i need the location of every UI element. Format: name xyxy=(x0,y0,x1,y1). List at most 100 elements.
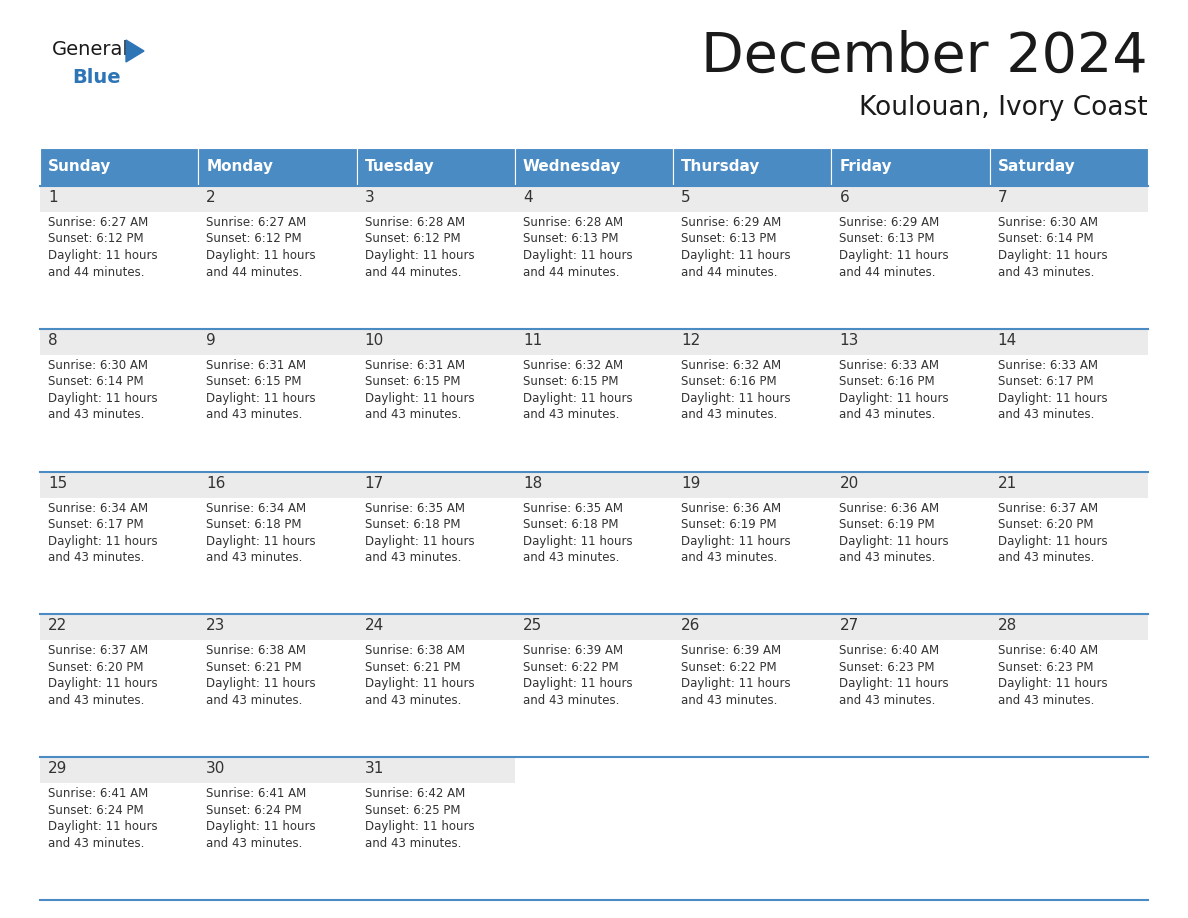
Bar xyxy=(40,148,198,186)
Text: and 43 minutes.: and 43 minutes. xyxy=(523,409,619,421)
Text: Wednesday: Wednesday xyxy=(523,160,621,174)
Bar xyxy=(990,148,1148,186)
Text: and 43 minutes.: and 43 minutes. xyxy=(681,694,777,707)
Text: Daylight: 11 hours: Daylight: 11 hours xyxy=(840,392,949,405)
Text: Sunrise: 6:35 AM: Sunrise: 6:35 AM xyxy=(523,501,623,515)
Bar xyxy=(356,472,514,498)
Text: Sunrise: 6:38 AM: Sunrise: 6:38 AM xyxy=(207,644,307,657)
Text: Sunrise: 6:38 AM: Sunrise: 6:38 AM xyxy=(365,644,465,657)
Text: and 43 minutes.: and 43 minutes. xyxy=(207,409,303,421)
Text: Sunset: 6:19 PM: Sunset: 6:19 PM xyxy=(681,518,777,532)
Text: Sunrise: 6:42 AM: Sunrise: 6:42 AM xyxy=(365,788,465,800)
Text: and 44 minutes.: and 44 minutes. xyxy=(840,265,936,278)
Bar xyxy=(990,186,1148,329)
Text: and 44 minutes.: and 44 minutes. xyxy=(48,265,145,278)
Text: 17: 17 xyxy=(365,476,384,490)
Text: Daylight: 11 hours: Daylight: 11 hours xyxy=(681,392,791,405)
Text: Daylight: 11 hours: Daylight: 11 hours xyxy=(681,677,791,690)
Text: 13: 13 xyxy=(840,333,859,348)
Text: and 44 minutes.: and 44 minutes. xyxy=(523,265,619,278)
Text: Daylight: 11 hours: Daylight: 11 hours xyxy=(48,677,158,690)
Text: Sunset: 6:16 PM: Sunset: 6:16 PM xyxy=(681,375,777,388)
Text: Daylight: 11 hours: Daylight: 11 hours xyxy=(365,820,474,834)
Text: 6: 6 xyxy=(840,190,849,205)
Text: 29: 29 xyxy=(48,761,68,777)
Polygon shape xyxy=(126,40,144,62)
Text: Sunset: 6:12 PM: Sunset: 6:12 PM xyxy=(48,232,144,245)
Text: and 43 minutes.: and 43 minutes. xyxy=(207,836,303,850)
Bar xyxy=(832,757,990,900)
Bar xyxy=(514,329,674,472)
Text: Sunset: 6:20 PM: Sunset: 6:20 PM xyxy=(998,518,1093,532)
Bar xyxy=(40,186,198,329)
Bar xyxy=(198,186,356,212)
Bar xyxy=(198,329,356,472)
Text: Sunset: 6:13 PM: Sunset: 6:13 PM xyxy=(840,232,935,245)
Text: and 43 minutes.: and 43 minutes. xyxy=(840,694,936,707)
Text: Sunset: 6:23 PM: Sunset: 6:23 PM xyxy=(998,661,1093,674)
Text: Monday: Monday xyxy=(207,160,273,174)
Text: Daylight: 11 hours: Daylight: 11 hours xyxy=(48,820,158,834)
Bar xyxy=(198,186,356,329)
Text: and 43 minutes.: and 43 minutes. xyxy=(365,551,461,564)
Text: Sunrise: 6:27 AM: Sunrise: 6:27 AM xyxy=(207,216,307,229)
Bar xyxy=(40,186,198,212)
Bar xyxy=(198,472,356,614)
Text: 11: 11 xyxy=(523,333,542,348)
Bar xyxy=(198,614,356,641)
Text: Daylight: 11 hours: Daylight: 11 hours xyxy=(998,249,1107,262)
Text: and 43 minutes.: and 43 minutes. xyxy=(523,694,619,707)
Text: 7: 7 xyxy=(998,190,1007,205)
Bar xyxy=(514,186,674,329)
Text: Sunrise: 6:35 AM: Sunrise: 6:35 AM xyxy=(365,501,465,515)
Bar xyxy=(990,329,1148,354)
Text: Daylight: 11 hours: Daylight: 11 hours xyxy=(998,677,1107,690)
Text: 22: 22 xyxy=(48,619,68,633)
Text: and 43 minutes.: and 43 minutes. xyxy=(998,265,1094,278)
Bar xyxy=(990,757,1148,900)
Bar xyxy=(514,614,674,757)
Text: and 43 minutes.: and 43 minutes. xyxy=(998,694,1094,707)
Text: 27: 27 xyxy=(840,619,859,633)
Text: Sunrise: 6:31 AM: Sunrise: 6:31 AM xyxy=(207,359,307,372)
Text: Sunrise: 6:29 AM: Sunrise: 6:29 AM xyxy=(681,216,782,229)
Text: Daylight: 11 hours: Daylight: 11 hours xyxy=(48,392,158,405)
Bar xyxy=(40,329,198,472)
Text: 14: 14 xyxy=(998,333,1017,348)
Text: Daylight: 11 hours: Daylight: 11 hours xyxy=(365,534,474,548)
Bar xyxy=(198,148,356,186)
Text: Daylight: 11 hours: Daylight: 11 hours xyxy=(48,249,158,262)
Bar xyxy=(990,614,1148,641)
Bar xyxy=(832,186,990,329)
Text: 23: 23 xyxy=(207,619,226,633)
Text: Sunrise: 6:40 AM: Sunrise: 6:40 AM xyxy=(998,644,1098,657)
Text: Sunrise: 6:36 AM: Sunrise: 6:36 AM xyxy=(840,501,940,515)
Text: Sunset: 6:25 PM: Sunset: 6:25 PM xyxy=(365,803,460,817)
Text: Sunrise: 6:31 AM: Sunrise: 6:31 AM xyxy=(365,359,465,372)
Text: Daylight: 11 hours: Daylight: 11 hours xyxy=(523,677,632,690)
Bar xyxy=(356,472,514,614)
Text: and 44 minutes.: and 44 minutes. xyxy=(365,265,461,278)
Bar xyxy=(40,757,198,783)
Text: 26: 26 xyxy=(681,619,701,633)
Text: 4: 4 xyxy=(523,190,532,205)
Bar xyxy=(514,148,674,186)
Text: and 43 minutes.: and 43 minutes. xyxy=(365,409,461,421)
Bar xyxy=(674,757,832,900)
Text: 10: 10 xyxy=(365,333,384,348)
Text: Sunset: 6:15 PM: Sunset: 6:15 PM xyxy=(365,375,460,388)
Text: and 43 minutes.: and 43 minutes. xyxy=(681,409,777,421)
Text: General: General xyxy=(52,40,128,59)
Bar xyxy=(832,329,990,472)
Bar xyxy=(990,614,1148,757)
Text: Daylight: 11 hours: Daylight: 11 hours xyxy=(523,392,632,405)
Text: 19: 19 xyxy=(681,476,701,490)
Bar xyxy=(832,472,990,498)
Text: Daylight: 11 hours: Daylight: 11 hours xyxy=(998,534,1107,548)
Bar xyxy=(832,614,990,641)
Bar xyxy=(990,472,1148,614)
Bar xyxy=(356,186,514,212)
Text: and 43 minutes.: and 43 minutes. xyxy=(365,836,461,850)
Text: Sunset: 6:19 PM: Sunset: 6:19 PM xyxy=(840,518,935,532)
Text: and 43 minutes.: and 43 minutes. xyxy=(523,551,619,564)
